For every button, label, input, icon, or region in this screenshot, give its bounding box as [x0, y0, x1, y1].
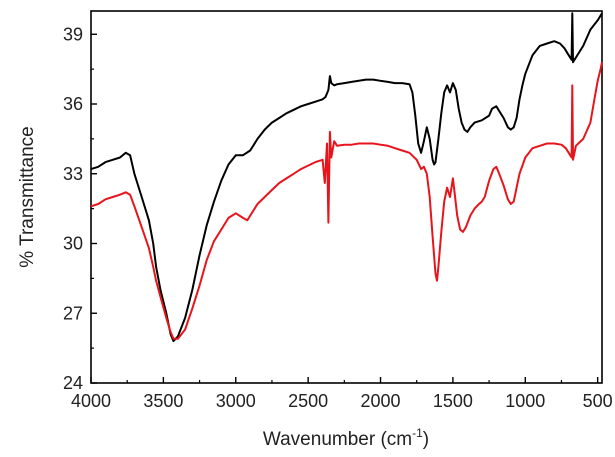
x-tick-label: 3000 — [216, 391, 256, 411]
y-tick-label: 27 — [63, 303, 83, 323]
x-tick-label: 2000 — [360, 391, 400, 411]
y-tick-label: 39 — [63, 24, 83, 44]
plot-area — [90, 10, 603, 384]
series-line-1 — [90, 12, 603, 343]
x-tick-label: 500 — [583, 391, 613, 411]
y-axis-ticks: 24 27 30 33 36 39 — [63, 24, 97, 393]
y-tick-label: 30 — [63, 234, 83, 254]
x-tick-label: 1500 — [433, 391, 473, 411]
series-layer — [90, 12, 603, 343]
y-tick-label: 33 — [63, 164, 83, 184]
x-tick-label: 3500 — [143, 391, 183, 411]
x-axis-title: Wavenumber (cm-1) — [263, 426, 429, 450]
x-axis-ticks: 4000 3500 3000 2500 2000 1500 1000 500 — [71, 377, 613, 411]
x-tick-label: 1000 — [505, 391, 545, 411]
y-tick-label: 24 — [63, 373, 83, 393]
x-axis-title-main: Wavenumber (cm — [263, 429, 412, 450]
series-line-2 — [90, 62, 603, 340]
y-tick-label: 36 — [63, 94, 83, 114]
plot-frame — [90, 10, 603, 384]
y-axis-title: % Transmittance — [17, 126, 38, 268]
x-tick-label: 2500 — [288, 391, 328, 411]
x-axis-title-superscript: -1 — [412, 426, 423, 440]
x-axis-title-end: ) — [423, 429, 429, 450]
x-tick-label: 4000 — [71, 391, 111, 411]
